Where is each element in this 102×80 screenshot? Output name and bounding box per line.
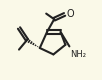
Text: O: O (67, 9, 74, 19)
Text: NH₂: NH₂ (70, 50, 86, 59)
